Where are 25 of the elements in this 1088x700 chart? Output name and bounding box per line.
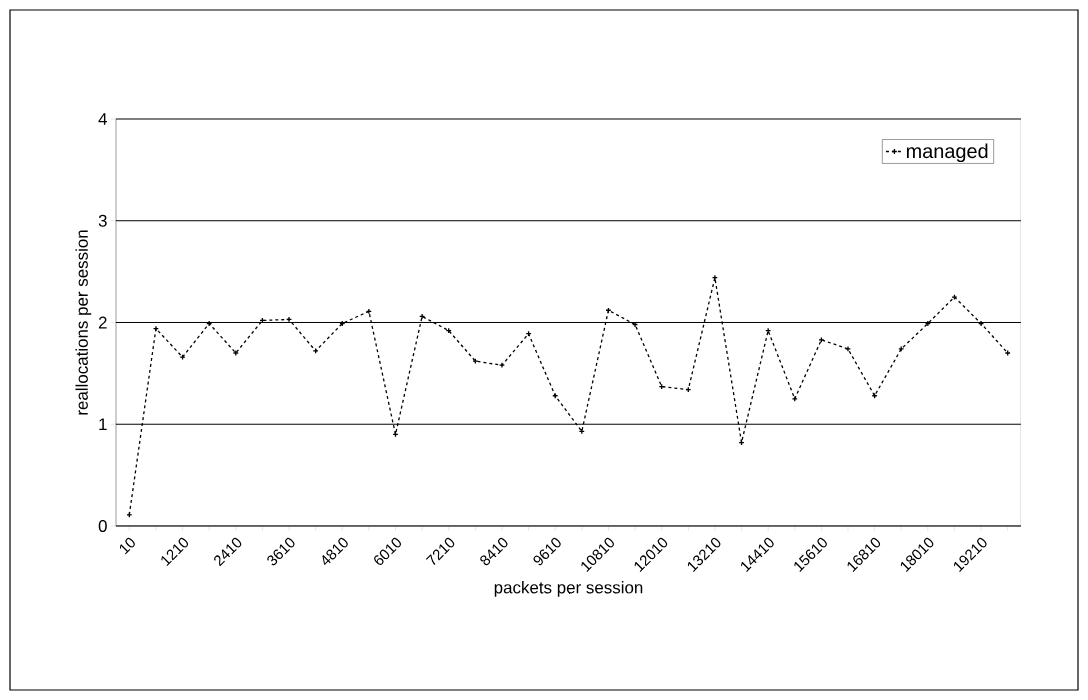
point xyxy=(312,347,319,355)
point xyxy=(365,308,372,315)
point xyxy=(711,274,718,281)
point xyxy=(951,294,958,301)
point xyxy=(179,354,186,361)
point xyxy=(472,358,479,365)
point xyxy=(152,325,159,332)
point xyxy=(498,362,506,369)
y-tick-label: 2 xyxy=(98,316,107,329)
point xyxy=(898,345,905,352)
y-tick-label: 1 xyxy=(99,418,107,431)
y-tick-label: 0 xyxy=(98,519,107,532)
x-tick-label: 10 xyxy=(119,537,135,555)
point xyxy=(419,313,426,320)
legend-label: managed xyxy=(906,143,988,163)
y-axis-title: reallocations per session xyxy=(75,230,92,415)
point xyxy=(1004,349,1011,357)
y-tick-label: 3 xyxy=(98,214,107,227)
point xyxy=(232,349,239,357)
x-axis-title: packets per session xyxy=(494,581,643,597)
point xyxy=(978,320,985,327)
point xyxy=(285,316,293,323)
y-tick-label: 4 xyxy=(98,113,107,125)
point xyxy=(844,345,852,352)
point xyxy=(765,327,772,334)
